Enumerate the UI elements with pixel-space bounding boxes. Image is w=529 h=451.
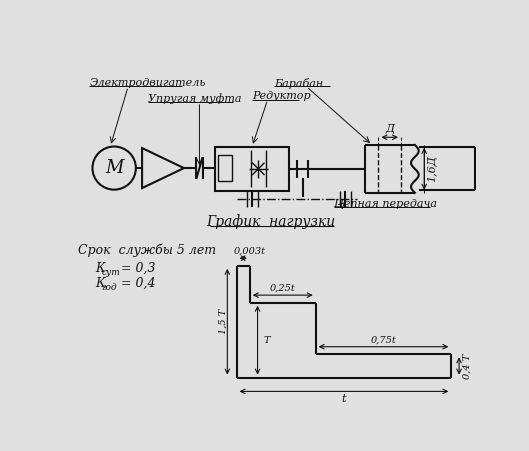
Text: t: t: [342, 395, 346, 405]
Text: К: К: [96, 277, 105, 290]
Text: 0,75t: 0,75t: [371, 336, 396, 345]
Text: Срок  службы 5 лет: Срок службы 5 лет: [78, 244, 216, 257]
Text: год: год: [102, 283, 117, 292]
Text: Цепная передача: Цепная передача: [333, 199, 436, 209]
Text: Д: Д: [385, 124, 394, 134]
Text: 0,25t: 0,25t: [270, 284, 296, 293]
Bar: [215, 147, 289, 191]
Text: Т: Т: [264, 336, 270, 345]
Text: = 0,3: = 0,3: [117, 262, 156, 275]
Text: = 0,4: = 0,4: [117, 277, 156, 290]
Text: 0,003t: 0,003t: [233, 247, 266, 256]
Text: К: К: [96, 262, 105, 275]
Text: М: М: [105, 159, 123, 177]
Text: Барабан: Барабан: [274, 78, 323, 89]
Text: 0,4 Т: 0,4 Т: [462, 353, 471, 378]
Text: Упругая муфта: Упругая муфта: [148, 93, 241, 104]
Text: Электродвигатель: Электродвигатель: [89, 78, 206, 88]
Text: Редуктор: Редуктор: [252, 92, 311, 101]
Text: 1,5 Т: 1,5 Т: [218, 309, 227, 334]
Text: График  нагрузки: График нагрузки: [206, 215, 335, 230]
Bar: [218, 155, 232, 181]
Text: сут: сут: [102, 267, 121, 276]
Text: 1,6Д: 1,6Д: [427, 156, 437, 182]
